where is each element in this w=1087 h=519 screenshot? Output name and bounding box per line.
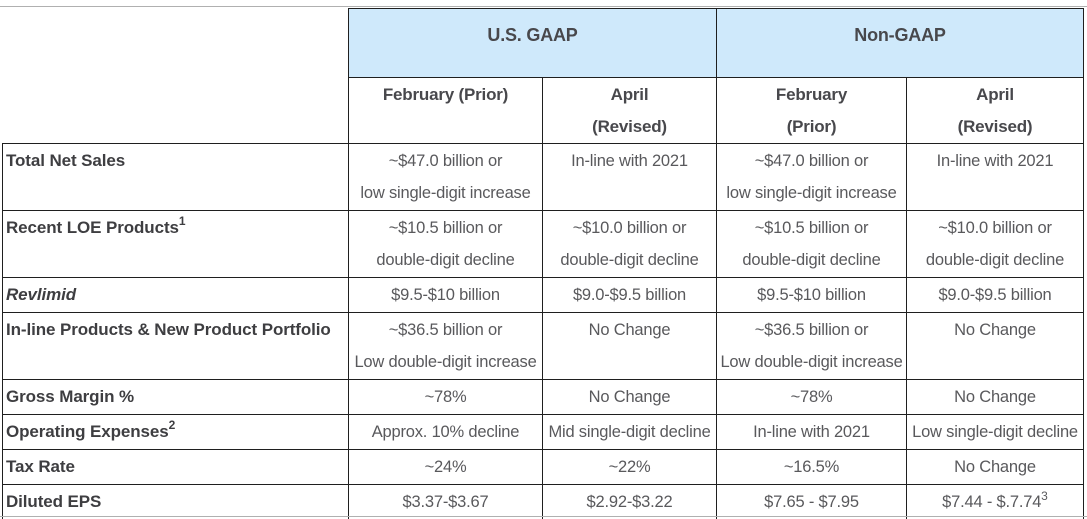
col-header-nongaap-february-prior: February (Prior) (716, 77, 907, 144)
row-label: Recent LOE Products1 (2, 210, 349, 278)
col-header-nongaap-april-revised: April (Revised) (906, 77, 1084, 144)
table-row: Revlimid $9.5-$10 billion $9.0-$9.5 billio… (2, 277, 1084, 313)
table-cell: ~24% (348, 449, 543, 485)
row-label: Tax Rate (2, 449, 349, 485)
table-cell: ~$36.5 billion or Low double-digit incre… (716, 312, 907, 380)
table-cell: Low single-digit decline (906, 414, 1084, 450)
footnote-marker: 3 (1041, 488, 1048, 503)
row-label: Diluted EPS (2, 484, 349, 519)
table-cell: ~$47.0 billion or low single-digit incre… (348, 143, 543, 211)
table-row: Total Net Sales ~$47.0 billion or low sin… (2, 143, 1084, 211)
row-label: In-line Products & New Product Portfolio (2, 312, 349, 380)
table-cell: Mid single-digit decline (542, 414, 717, 450)
table-cell: No Change (542, 312, 717, 380)
table-cell: ~$10.5 billion or double-digit decline (348, 210, 543, 278)
guidance-table: U.S. GAAP Non-GAAP February (Prior) Apri… (2, 8, 1084, 519)
table-cell: $9.0-$9.5 billion (542, 277, 717, 313)
table-row: Operating Expenses2 Approx. 10% decline Mi… (2, 414, 1084, 450)
table-cell: No Change (906, 312, 1084, 380)
table-row: Diluted EPS $3.37-$3.67 $2.92-$3.22 $7.65 -… (2, 484, 1084, 519)
table-row: In-line Products & New Product Portfolio… (2, 312, 1084, 380)
row-label: Gross Margin % (2, 379, 349, 415)
table-cell: $3.37-$3.67 (348, 484, 543, 519)
table-cell: ~78% (348, 379, 543, 415)
table-cell: ~16.5% (716, 449, 907, 485)
table-cell: In-line with 2021 (542, 143, 717, 211)
table-cell: ~78% (716, 379, 907, 415)
table-cell: ~$10.5 billion or double-digit decline (716, 210, 907, 278)
group-header-us-gaap: U.S. GAAP (348, 8, 717, 78)
table-cell: ~$10.0 billion or double-digit decline (542, 210, 717, 278)
group-header-row: U.S. GAAP Non-GAAP (2, 8, 1084, 144)
footnote-marker: 1 (178, 214, 186, 229)
corner-empty-cell (2, 8, 349, 144)
row-label: Revlimid (2, 277, 349, 313)
col-header-gaap-april-revised: April (Revised) (542, 77, 717, 144)
table-cell: ~22% (542, 449, 717, 485)
col-header-gaap-february-prior: February (Prior) (348, 77, 543, 144)
table-cell: In-line with 2021 (716, 414, 907, 450)
table-cell: ~$10.0 billion or double-digit decline (906, 210, 1084, 278)
table-row: Tax Rate ~24% ~22% ~16.5% No Change (2, 449, 1084, 485)
table-cell: No Change (906, 449, 1084, 485)
table-cell: Approx. 10% decline (348, 414, 543, 450)
top-rule (0, 6, 1087, 7)
table-cell: $7.44 - $.7.743 (906, 484, 1084, 519)
table-cell: $2.92-$3.22 (542, 484, 717, 519)
group-header-non-gaap: Non-GAAP (716, 8, 1084, 78)
table-row: Recent LOE Products1 ~$10.5 billion or do… (2, 210, 1084, 278)
table-cell: $7.65 - $7.95 (716, 484, 907, 519)
table-cell: ~$36.5 billion or Low double-digit incre… (348, 312, 543, 380)
table-cell: ~$47.0 billion or low single-digit incre… (716, 143, 907, 211)
table-row: Gross Margin % ~78% No Change ~78% No Change (2, 379, 1084, 415)
column-header-row: February (Prior) April (Revised) Februar… (3, 77, 1084, 144)
table-cell: In-line with 2021 (906, 143, 1084, 211)
row-label: Operating Expenses2 (2, 414, 349, 450)
table-cell: No Change (542, 379, 717, 415)
table-body: Total Net Sales ~$47.0 billion or low sin… (2, 143, 1084, 519)
row-label: Total Net Sales (2, 143, 349, 211)
table-cell: $9.5-$10 billion (348, 277, 543, 313)
footnote-marker: 2 (168, 418, 176, 433)
table-cell: $9.0-$9.5 billion (906, 277, 1084, 313)
bottom-rule (0, 516, 1087, 517)
table-cell: No Change (906, 379, 1084, 415)
table-cell: $9.5-$10 billion (716, 277, 907, 313)
